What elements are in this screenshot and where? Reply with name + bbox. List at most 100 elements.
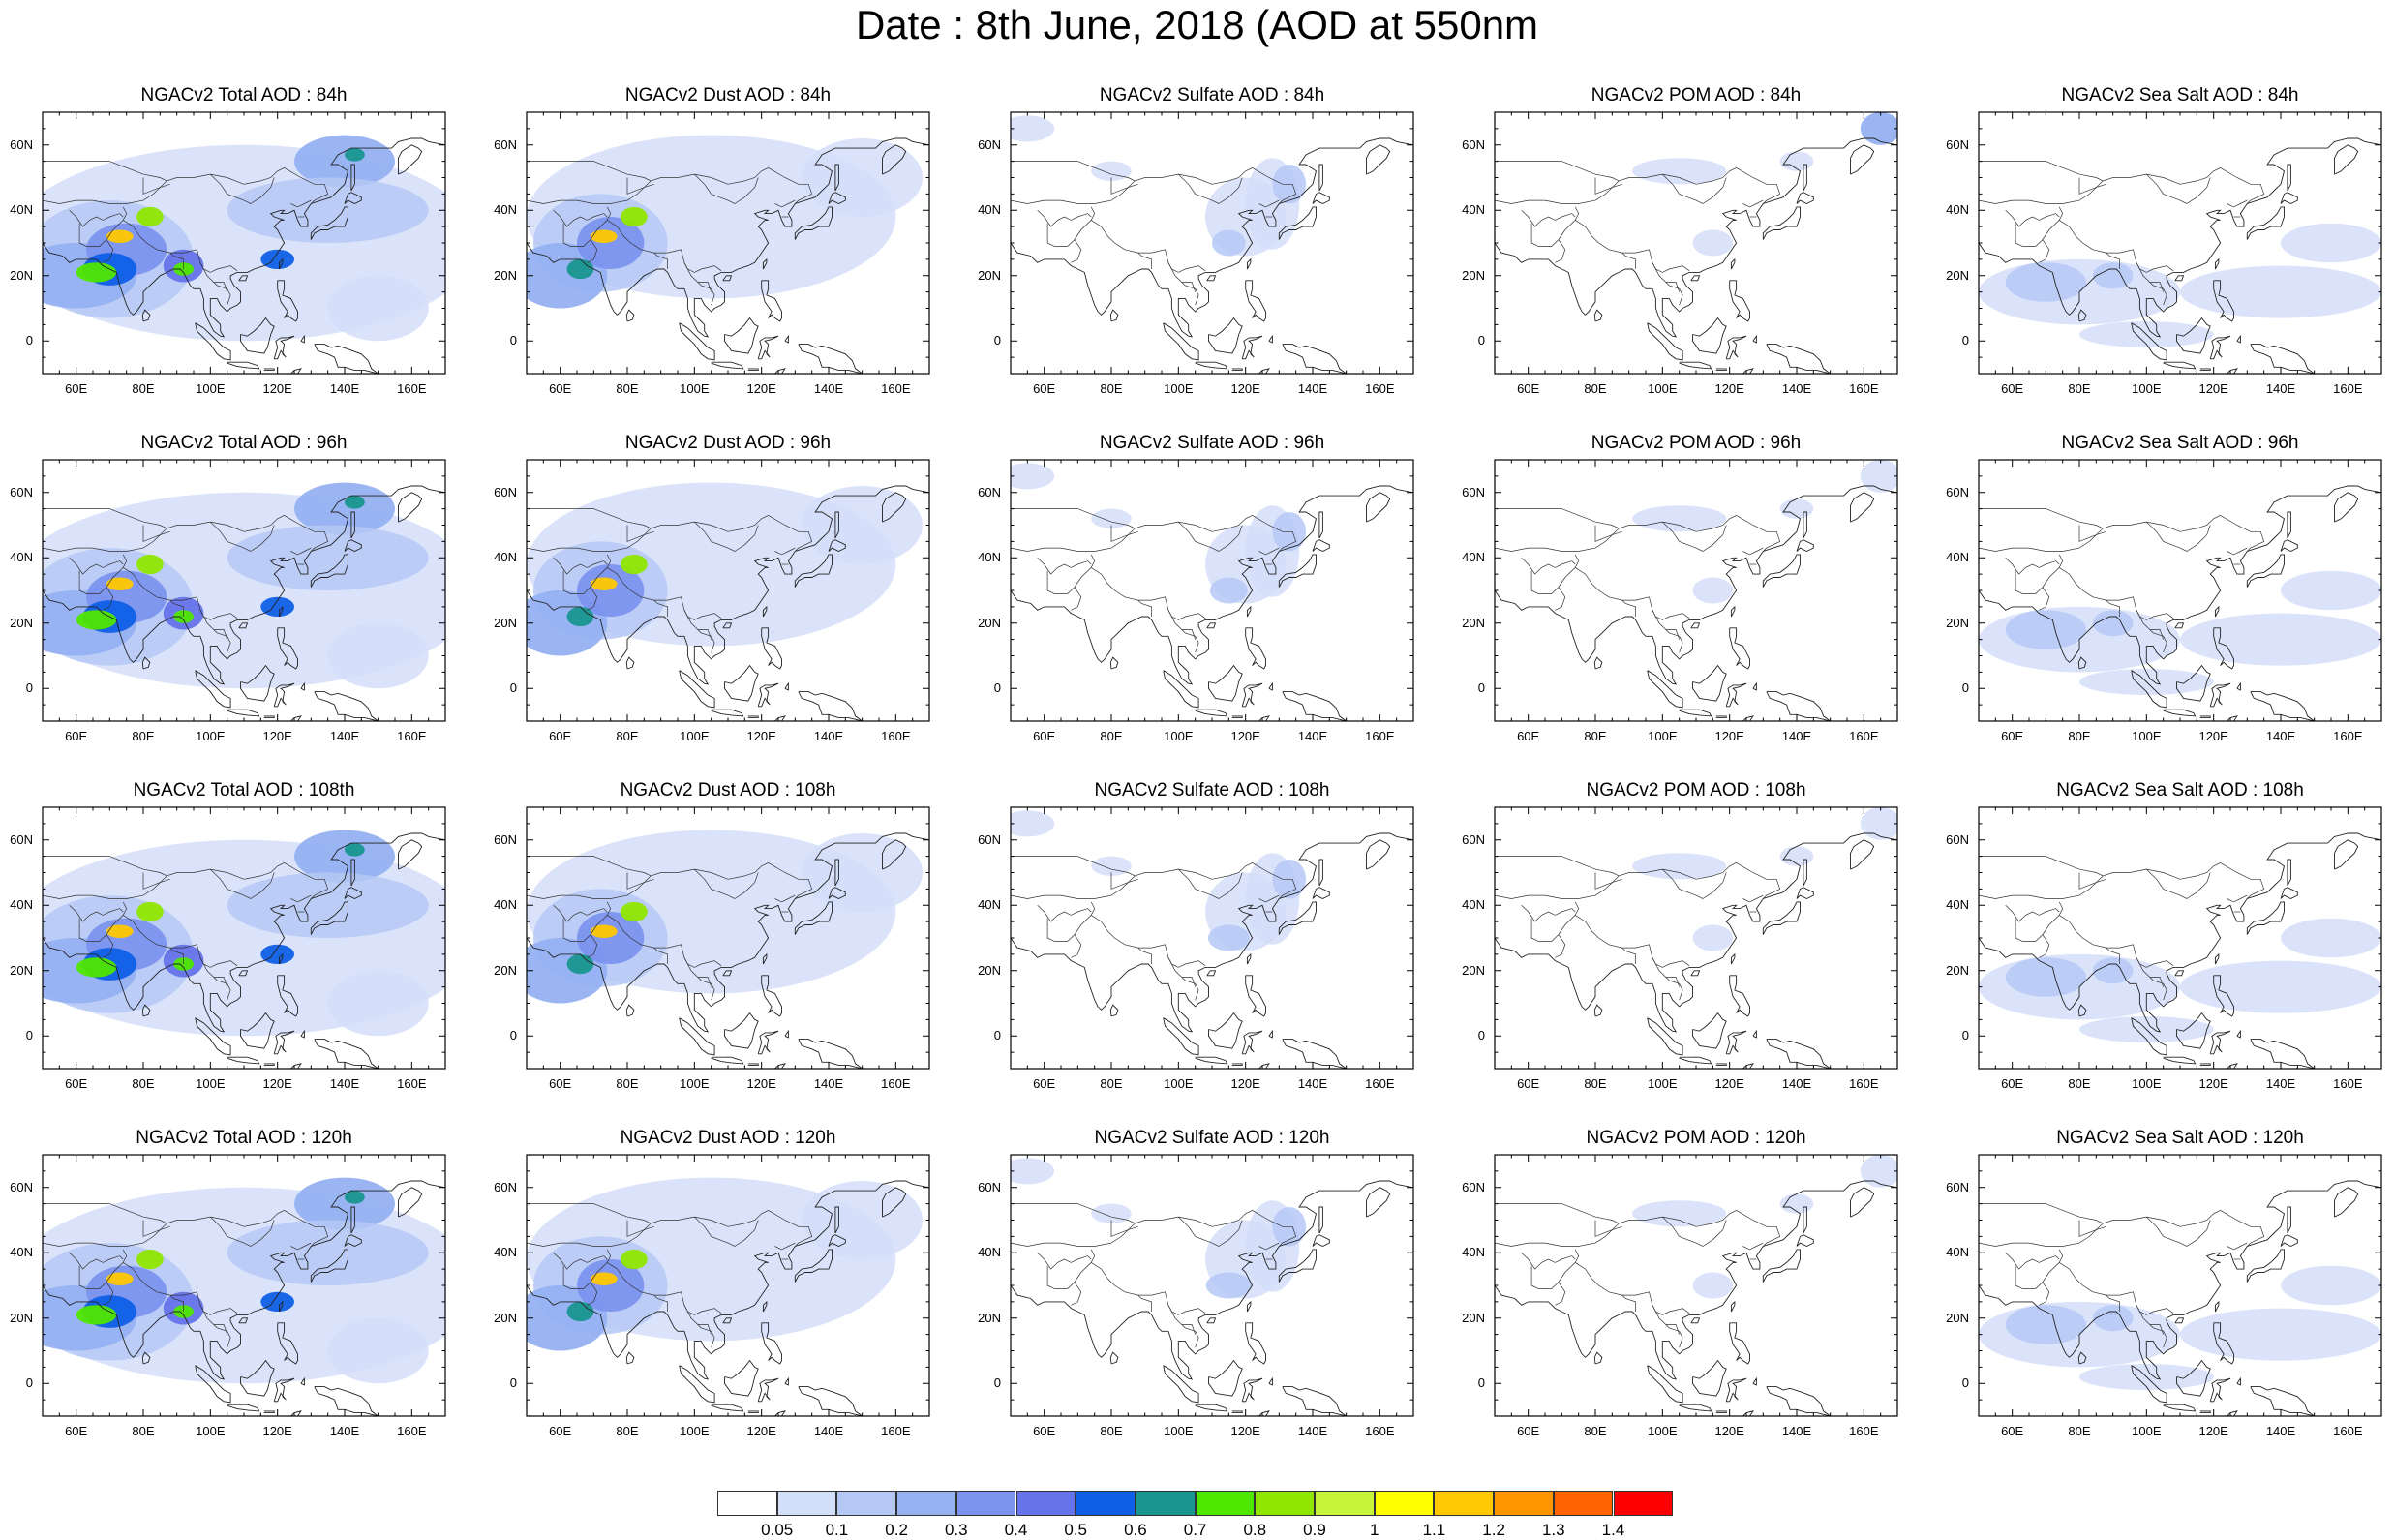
coastline — [2199, 715, 2211, 719]
country-border — [290, 547, 312, 556]
lon-tick-label: 140E — [2265, 729, 2296, 743]
aod-field-patch — [1632, 505, 1727, 532]
country-border — [527, 515, 813, 552]
colorbar-swatch — [1613, 1491, 1674, 1516]
country-border — [1011, 862, 1297, 899]
lon-tick-label: 140E — [1781, 729, 1812, 743]
map-plot: 60N 40N 20N 0 60E 80E 100E 120E 140E 160E — [968, 111, 1414, 403]
coastline — [300, 681, 305, 691]
map-canvas — [42, 111, 446, 375]
coastline — [828, 887, 846, 900]
country-border — [1662, 1216, 1727, 1247]
country-border — [1742, 1242, 1764, 1251]
lon-tick-label: 120E — [1230, 381, 1260, 396]
country-border — [1742, 894, 1764, 903]
lon-tick-label: 100E — [196, 1424, 226, 1438]
coastline — [761, 280, 782, 322]
lat-tick-label: 20N — [1462, 615, 1485, 630]
aod-field-patch — [1860, 807, 1897, 840]
coastline — [762, 1300, 768, 1313]
coastline — [1647, 670, 1683, 709]
lon-tick-label: 140E — [1297, 1424, 1328, 1438]
colorbar-swatch — [836, 1491, 897, 1516]
lat-tick-label: 0 — [1477, 333, 1485, 348]
coastline — [240, 664, 275, 702]
lat-tick-label: 0 — [1477, 1375, 1485, 1391]
map-plot: 60N 40N 20N 0 60E 80E 100E 120E 140E 160E — [1452, 1154, 1898, 1445]
coastline — [1796, 887, 1814, 900]
lon-tick-label: 80E — [1100, 729, 1123, 743]
aod-field-patch — [2092, 957, 2134, 984]
country-border — [774, 894, 796, 903]
coastline — [1803, 1206, 1807, 1234]
coastline — [344, 887, 362, 900]
lat-tick-label: 60N — [1462, 136, 1485, 152]
coastline — [195, 1017, 231, 1056]
country-border — [2005, 905, 2060, 922]
coastline — [1690, 622, 1701, 629]
coastline — [625, 656, 635, 670]
coastline — [1206, 622, 1217, 629]
lon-tick-label: 80E — [2068, 729, 2091, 743]
country-border — [1091, 1262, 1206, 1315]
aod-field-patch — [106, 924, 134, 938]
country-border — [653, 252, 668, 269]
country-border — [1046, 554, 1096, 594]
map-canvas — [1978, 1154, 2382, 1417]
country-border — [1258, 547, 1280, 556]
country-border — [1110, 1220, 1138, 1237]
coastline — [1011, 485, 1413, 685]
country-border — [2059, 915, 2174, 968]
country-border — [1555, 239, 1566, 263]
map-panel-seasalt-108th: NGACv2 Sea Salt AOD : 108h 60N 40N 20N 0 60E 8… — [1936, 780, 2382, 1100]
lon-tick-label: 100E — [680, 1076, 710, 1091]
country-border — [2015, 1249, 2064, 1289]
lat-tick-label: 20N — [978, 1310, 1001, 1325]
lat-tick-label: 0 — [1477, 680, 1485, 696]
lon-tick-label: 140E — [813, 729, 844, 743]
coastline — [350, 1206, 355, 1234]
country-border — [43, 1203, 167, 1224]
panel-title: NGACv2 POM AOD : 84h — [1591, 85, 1802, 106]
lat-tick-label: 20N — [978, 267, 1001, 283]
coastline — [43, 1180, 445, 1380]
aod-field-patch — [1860, 1155, 1897, 1188]
aod-field-patch — [621, 1249, 648, 1270]
coastline — [300, 1376, 305, 1386]
country-border — [2146, 173, 2211, 204]
map-plot: 60N 40N 20N 0 60E 80E 100E 120E 140E 160E — [0, 806, 446, 1098]
lat-tick-label: 60N — [1946, 831, 1969, 847]
country-border — [1037, 210, 1092, 227]
country-border — [2146, 868, 2211, 899]
aod-field-patch — [76, 1305, 117, 1325]
country-border — [1555, 1282, 1566, 1306]
country-border — [1530, 1249, 1580, 1289]
lon-tick-label: 60E — [1517, 1424, 1540, 1438]
coastline — [1725, 1030, 1747, 1055]
coastline — [761, 1322, 782, 1365]
country-border — [1110, 872, 1138, 890]
lon-tick-label: 140E — [1781, 1424, 1812, 1438]
country-border — [774, 199, 796, 208]
coastline — [1208, 1012, 1243, 1049]
coastline — [2214, 1300, 2220, 1313]
country-border — [1110, 177, 1138, 195]
coastline — [278, 257, 284, 270]
country-border — [43, 856, 167, 877]
country-border — [1665, 282, 1681, 292]
map-plot: 60N 40N 20N 0 60E 80E 100E 120E 140E 160E — [484, 459, 930, 750]
lon-tick-label: 120E — [262, 1424, 292, 1438]
country-border — [2146, 1216, 2211, 1247]
coastline — [398, 144, 423, 175]
coastline — [1245, 280, 1266, 322]
country-border — [527, 167, 813, 204]
coastline — [2280, 539, 2298, 553]
coastline — [798, 691, 863, 721]
country-border — [553, 558, 608, 575]
coastline — [722, 970, 733, 977]
country-border — [43, 862, 329, 899]
coastline — [141, 309, 151, 322]
coastline — [1366, 839, 1391, 870]
coastline — [273, 335, 295, 360]
coastline — [1245, 627, 1266, 670]
